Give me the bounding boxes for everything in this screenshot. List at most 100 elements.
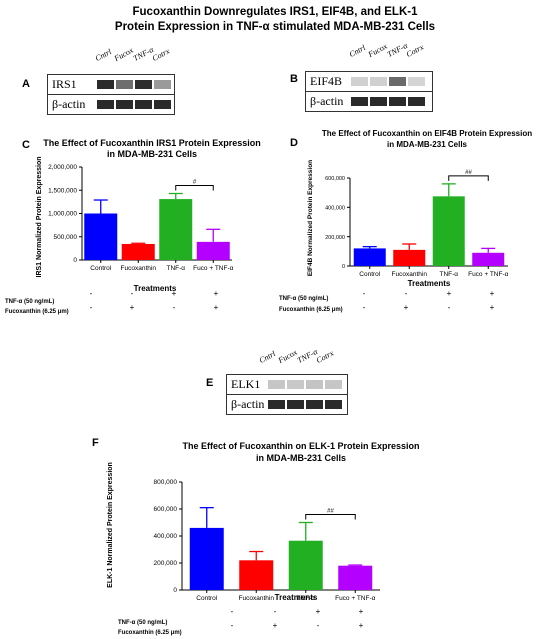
blot-band <box>389 97 406 106</box>
tnf-sign: + <box>172 289 177 298</box>
y-tick-label: 200,000 <box>325 235 345 241</box>
fuco-sign: - <box>448 303 451 312</box>
bar <box>353 248 386 266</box>
category-label: TNF-α <box>166 265 185 272</box>
blot-actin-row: β-actin <box>48 95 174 114</box>
fuco-sign: - <box>173 303 176 312</box>
treatment-label-fuco: Fucoxanthin (6.25 μm) <box>118 630 182 636</box>
category-label: Control <box>196 595 218 602</box>
y-tick-label: 0 <box>342 264 345 270</box>
tnf-sign: + <box>359 607 364 616</box>
blot-band <box>306 380 323 389</box>
blot-protein-row: IRS1 <box>48 75 174 95</box>
treatment-label-tnf: TNF-α (50 ng/mL) <box>118 620 167 626</box>
blot-band <box>268 400 285 409</box>
y-tick-label: 1,000,000 <box>48 211 77 218</box>
blot-band <box>287 380 304 389</box>
fuco-sign: - <box>90 303 93 312</box>
panel-letter-d: D <box>290 137 298 149</box>
blot-band <box>370 97 387 106</box>
y-tick-label: 1,500,000 <box>48 187 77 194</box>
figure-title-line2: Protein Expression in TNF-α stimulated M… <box>114 21 436 33</box>
blot-actin-label: β-actin <box>231 397 265 411</box>
blot-band <box>351 97 368 106</box>
blot-band <box>389 77 406 86</box>
blot-protein-label: IRS1 <box>52 77 77 91</box>
category-label: Fuco + TNF-α <box>468 271 509 278</box>
significance-label: ## <box>465 170 472 176</box>
fuco-sign: + <box>273 621 278 630</box>
bar <box>393 249 426 266</box>
blot-actin-label: β-actin <box>310 94 344 108</box>
bar <box>84 213 118 260</box>
tnf-sign: - <box>231 607 234 616</box>
blot-band <box>287 400 304 409</box>
significance-bracket <box>448 175 489 181</box>
blot-band <box>135 100 152 109</box>
chart-d-marks: 0 200,000 400,000 600,000 Control Fucoxanthin… <box>325 170 509 278</box>
fuco-sign: + <box>490 303 495 312</box>
tnf-sign: - <box>363 289 366 298</box>
blot-band <box>116 100 133 109</box>
blot-band <box>268 380 285 389</box>
y-tick-label: 2,000,000 <box>48 164 77 171</box>
category-label: Fuco + TNF-α <box>193 265 234 272</box>
blot-band <box>408 97 425 106</box>
fuco-sign: + <box>404 303 409 312</box>
blot-band <box>306 400 323 409</box>
bar <box>121 243 155 260</box>
y-tick-label: 500,000 <box>54 234 78 241</box>
treatment-label-fuco: Fucoxanthin (6.25 μm) <box>279 307 343 313</box>
bar <box>239 560 274 590</box>
y-tick-label: 400,000 <box>325 206 345 212</box>
bar <box>189 527 224 590</box>
panel-letter-f: F <box>92 437 99 449</box>
category-label: Control <box>359 271 381 278</box>
y-tick-label: 400,000 <box>154 533 178 540</box>
chart-c-marks: 0 500,000 1,000,000 1,500,000 2,000,000 Contr… <box>48 164 234 272</box>
chart-f-marks: 0 200,000 400,000 600,000 800,000 Control Fuco… <box>154 479 380 602</box>
tnf-sign: + <box>214 289 219 298</box>
treatment-label-fuco: Fucoxanthin (6.25 μm) <box>5 309 69 315</box>
blot-a: IRS1 β-actin <box>47 74 175 115</box>
chart-ylabel: EIF4B Normalized Protein Expression <box>307 160 314 276</box>
treatment-signs: - - + + - + - + - - + + - + - + - - + + - + - + <box>90 289 495 630</box>
chart-ylabel: IRS1 Normalized Protein Expression <box>36 157 43 278</box>
chart-ylabel: ELK-1 Normalized Protein Expression <box>107 462 114 588</box>
fuco-sign: - <box>363 303 366 312</box>
bar <box>432 196 465 266</box>
fuco-sign: - <box>231 621 234 630</box>
significance-bracket <box>305 514 356 520</box>
significance-label: # <box>193 180 197 186</box>
fuco-sign: + <box>359 621 364 630</box>
category-label: TNF-α <box>439 271 458 278</box>
blot-actin-label: β-actin <box>52 97 86 111</box>
blot-band <box>97 80 114 89</box>
category-label: Fucoxanthin <box>121 265 157 272</box>
blot-band <box>408 77 425 86</box>
tnf-sign: + <box>490 289 495 298</box>
category-label: Fucoxanthin <box>239 595 275 602</box>
y-tick-label: 0 <box>73 257 77 264</box>
blot-protein-label: ELK1 <box>231 377 261 391</box>
blot-protein-row: ELK1 <box>227 375 347 395</box>
blot-band <box>97 100 114 109</box>
blot-protein-row: EIF4B <box>306 72 432 92</box>
chart-title-line1: The Effect of Fucoxanthin IRS1 Protein E… <box>43 138 261 148</box>
blot-band <box>154 80 171 89</box>
blot-band <box>370 77 387 86</box>
panel-letter-c: C <box>22 139 30 151</box>
chart-xlabel: Treatments <box>275 593 318 602</box>
blot-band <box>135 80 152 89</box>
blot-band <box>116 80 133 89</box>
panel-letter-b: B <box>290 73 298 85</box>
fuco-sign: - <box>317 621 320 630</box>
category-label: Fucoxanthin <box>392 271 428 278</box>
blot-actin-row: β-actin <box>227 395 347 414</box>
bar <box>288 540 323 590</box>
blot-actin-row: β-actin <box>306 92 432 111</box>
